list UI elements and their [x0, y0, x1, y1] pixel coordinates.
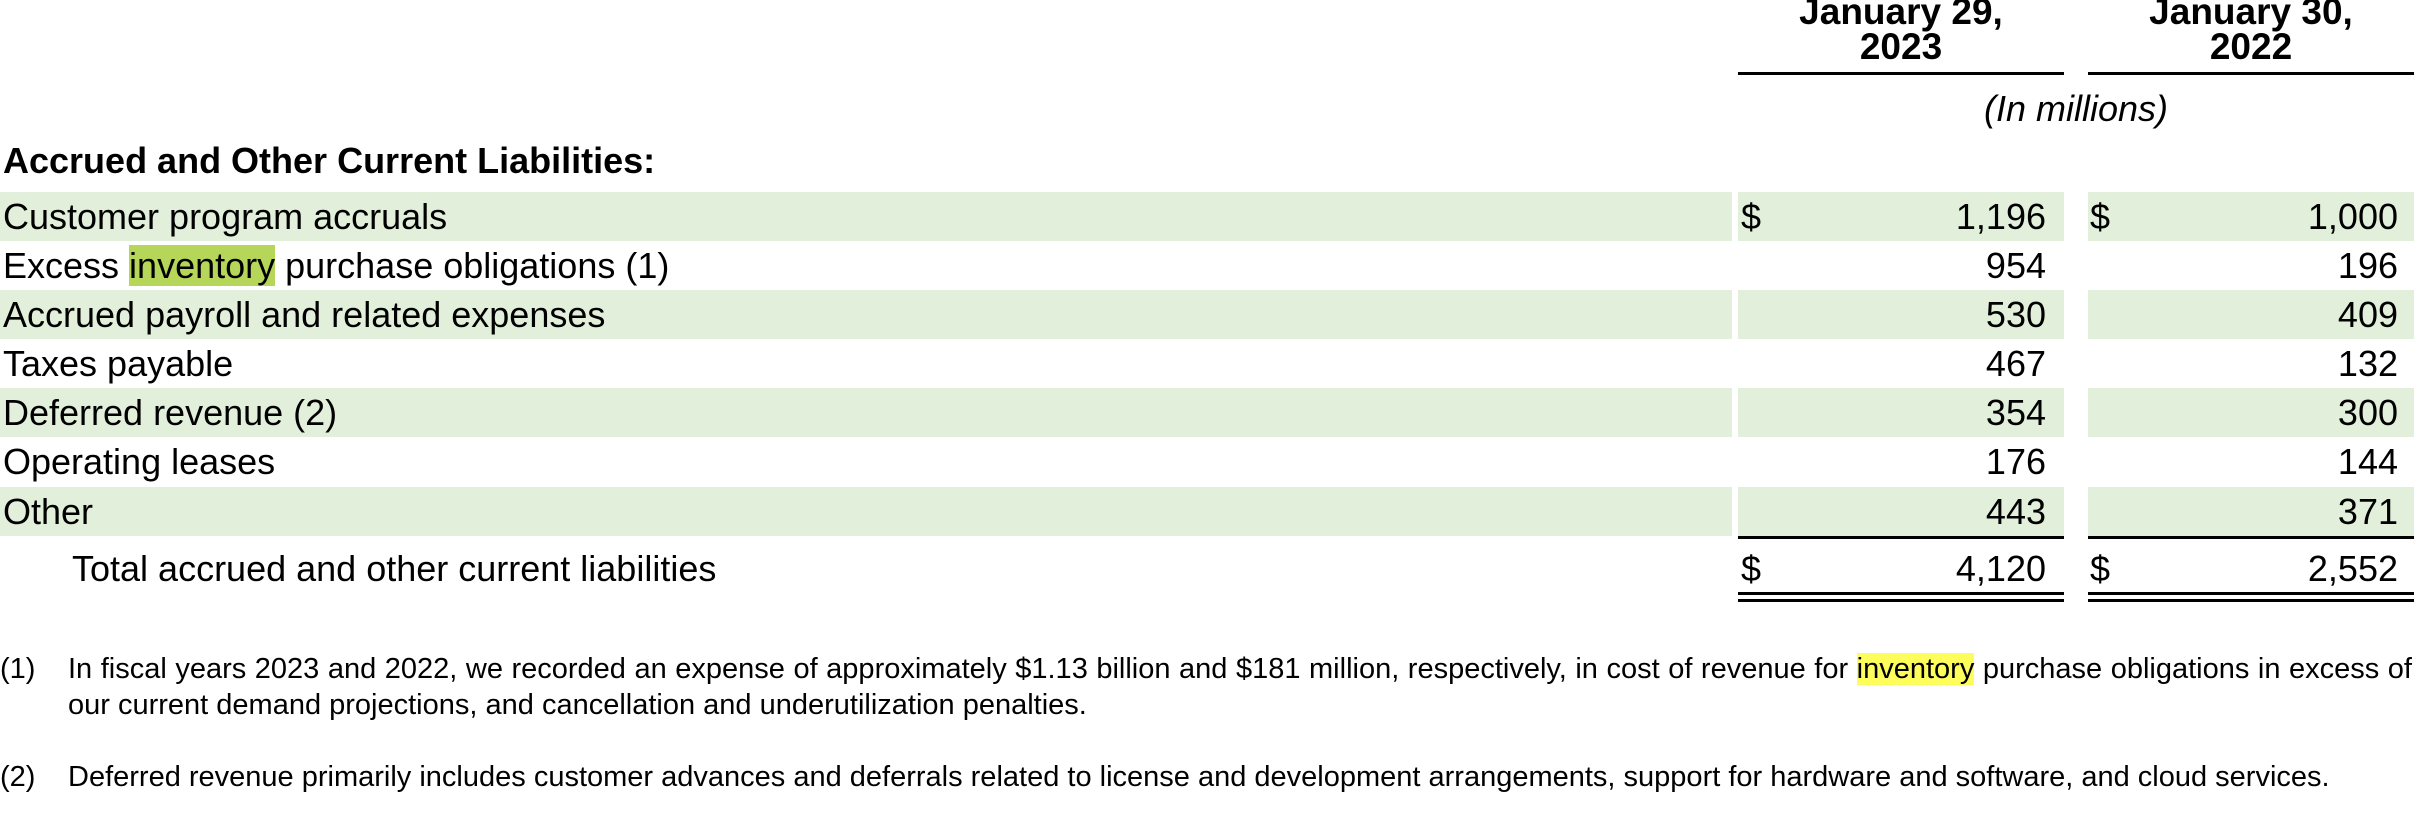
- row-label-pre: Excess: [3, 245, 130, 286]
- footnote-text-pre: In fiscal years 2023 and 2022, we record…: [68, 653, 1857, 685]
- value-2023: 467: [1985, 343, 2046, 384]
- value-2023: 530: [1985, 294, 2046, 335]
- row-label: Deferred revenue (2): [3, 392, 338, 433]
- table-row: Accrued payroll and related expenses 530…: [0, 290, 2414, 339]
- value-2022: 1,000: [2307, 196, 2398, 237]
- dollar-sign: $: [1741, 196, 1762, 237]
- footnote-mark: (2): [0, 761, 36, 793]
- subtotal-rule-2023: [1738, 536, 2064, 539]
- value-2023: 176: [1985, 441, 2046, 482]
- row-label: Other: [3, 491, 94, 532]
- dollar-sign: $: [1741, 548, 1762, 589]
- row-label-post: purchase obligations (1): [275, 245, 670, 286]
- total-value-2023: 4,120: [1955, 548, 2046, 589]
- dollar-sign: $: [2090, 548, 2111, 589]
- value-2022: 132: [2337, 343, 2398, 384]
- value-2023: 443: [1985, 491, 2046, 532]
- column-header-2022-line1: January 30,: [2149, 0, 2353, 32]
- column-header-2023-rule: [1738, 72, 2064, 75]
- column-header-2023: January 29, 2023: [1738, 0, 2064, 67]
- row-label: Operating leases: [3, 441, 276, 482]
- value-2022: 196: [2337, 245, 2398, 286]
- search-highlight: inventory: [1856, 653, 1975, 685]
- row-label: Customer program accruals: [3, 196, 448, 237]
- subtotal-rule-2022: [2088, 536, 2414, 539]
- value-2022: 371: [2337, 491, 2398, 532]
- total-double-rule-2023: [1738, 592, 2064, 595]
- column-header-2022-line2: 2022: [2209, 26, 2293, 67]
- search-highlight: inventory: [129, 245, 276, 286]
- footnote-text: Deferred revenue primarily includes cust…: [68, 761, 2330, 793]
- row-label: Excess inventory purchase obligations (1…: [3, 241, 669, 290]
- total-label: Total accrued and other current liabilit…: [72, 548, 717, 589]
- column-header-2023-line2: 2023: [1859, 26, 1943, 67]
- footnote-text: In fiscal years 2023 and 2022, we record…: [68, 651, 2412, 723]
- row-label: Accrued payroll and related expenses: [3, 294, 606, 335]
- value-2022: 300: [2337, 392, 2398, 433]
- total-double-rule-2023: [1738, 599, 2064, 602]
- total-double-rule-2022: [2088, 592, 2414, 595]
- value-2023: 1,196: [1955, 196, 2046, 237]
- table-row: Other 443 371: [0, 487, 2414, 536]
- value-2023: 954: [1985, 245, 2046, 286]
- table-row: Taxes payable 467 132: [0, 339, 2414, 388]
- section-title: Accrued and Other Current Liabilities:: [3, 140, 656, 181]
- value-2023: 354: [1985, 392, 2046, 433]
- row-label: Taxes payable: [3, 343, 234, 384]
- table-row: Operating leases 176 144: [0, 437, 2414, 486]
- total-row: Total accrued and other current liabilit…: [0, 544, 2414, 593]
- column-header-2022-rule: [2088, 72, 2414, 75]
- table-row: Deferred revenue (2) 354 300: [0, 388, 2414, 437]
- table-row: Excess inventory purchase obligations (1…: [0, 241, 2414, 290]
- total-value-2022: 2,552: [2307, 548, 2398, 589]
- footnote-mark: (1): [0, 653, 36, 685]
- table-row: Customer program accruals $ 1,196 $ 1,00…: [0, 192, 2414, 241]
- footnote-text-post: purchase obligations in excess of our cu…: [68, 653, 2412, 721]
- value-2022: 409: [2337, 294, 2398, 335]
- column-header-2022: January 30, 2022: [2088, 0, 2414, 67]
- dollar-sign: $: [2090, 196, 2111, 237]
- total-double-rule-2022: [2088, 599, 2414, 602]
- units-label: (In millions): [1983, 88, 2169, 129]
- column-header-2023-line1: January 29,: [1799, 0, 2003, 32]
- value-2022: 144: [2337, 441, 2398, 482]
